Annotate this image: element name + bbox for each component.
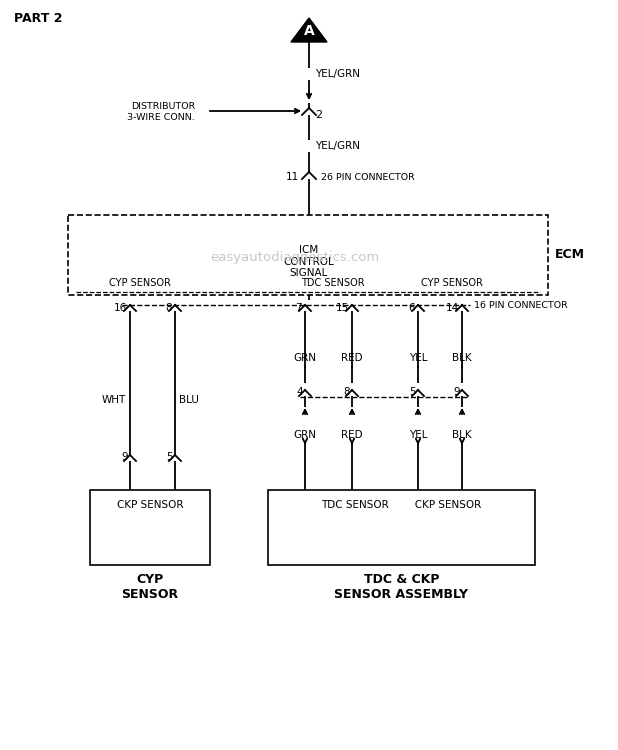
Text: 9: 9 [454,387,460,397]
Text: 8: 8 [344,387,350,397]
Bar [90,490,210,565]
Text: BLK: BLK [452,430,472,440]
Text: 8: 8 [166,303,172,313]
Text: YEL: YEL [408,430,427,440]
Text: GRN: GRN [294,430,316,440]
Text: 14: 14 [446,303,459,313]
Text: TDC SENSOR        CKP SENSOR: TDC SENSOR CKP SENSOR [321,500,481,510]
Text: 4: 4 [297,387,303,397]
Text: 15: 15 [336,303,349,313]
Text: DISTRIBUTOR
3-WIRE CONN.: DISTRIBUTOR 3-WIRE CONN. [127,102,195,122]
Text: PART 2: PART 2 [14,12,62,25]
Bar [68,215,548,295]
Text: 7: 7 [295,303,302,313]
Text: YEL: YEL [408,353,427,363]
Text: YEL/GRN: YEL/GRN [315,141,360,151]
Text: ICM
CONTROL
SIGNAL: ICM CONTROL SIGNAL [284,245,334,278]
Text: 5: 5 [409,387,416,397]
Bar [268,490,535,565]
Text: TDC & CKP
SENSOR ASSEMBLY: TDC & CKP SENSOR ASSEMBLY [334,573,468,601]
Text: CYP SENSOR: CYP SENSOR [109,278,171,288]
Text: 26 PIN CONNECTOR: 26 PIN CONNECTOR [321,172,415,182]
Text: WHT: WHT [102,395,126,405]
Text: RED: RED [341,353,363,363]
Text: 6: 6 [408,303,415,313]
Text: BLK: BLK [452,353,472,363]
Text: BLU: BLU [179,395,199,405]
Text: 16 PIN CONNECTOR: 16 PIN CONNECTOR [474,301,568,310]
Text: 11: 11 [286,172,299,182]
Text: 2: 2 [315,110,322,120]
Text: easyautodiagnostics.com: easyautodiagnostics.com [210,251,379,263]
Text: 9: 9 [121,452,128,462]
Text: TDC SENSOR: TDC SENSOR [301,278,365,288]
Text: GRN: GRN [294,353,316,363]
Polygon shape [291,18,327,42]
Text: A: A [303,24,315,38]
Text: CYP
SENSOR: CYP SENSOR [122,573,179,601]
Text: 16: 16 [114,303,127,313]
Text: CKP SENSOR: CKP SENSOR [117,500,184,510]
Text: YEL/GRN: YEL/GRN [315,69,360,79]
Text: CYP SENSOR: CYP SENSOR [421,278,483,288]
Text: ECM: ECM [555,248,585,262]
Text: RED: RED [341,430,363,440]
Text: 5: 5 [166,452,173,462]
